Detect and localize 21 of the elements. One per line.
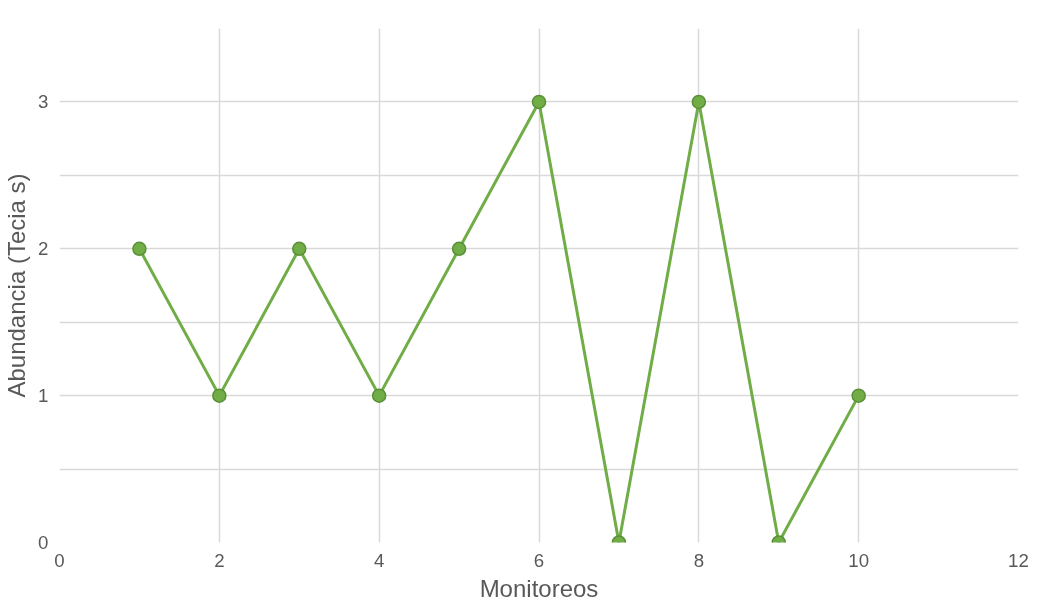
x-axis-title: Monitoreos — [479, 574, 599, 602]
point — [451, 241, 467, 257]
y-tick-label: 2 — [38, 238, 49, 260]
point — [531, 94, 547, 110]
x-tick-label: 12 — [1008, 549, 1029, 571]
point — [371, 388, 387, 403]
y-tick-label: 1 — [38, 385, 49, 407]
x-tick-label: 0 — [54, 549, 65, 571]
y-tick-label: 0 — [38, 532, 49, 553]
point — [132, 241, 147, 257]
x-tick-label: 4 — [373, 549, 385, 571]
x-tick-label: 2 — [214, 549, 225, 571]
y-tick-label: 3 — [38, 91, 49, 113]
point — [212, 388, 227, 403]
x-tick-label: 10 — [848, 549, 870, 571]
point — [691, 94, 707, 110]
point — [292, 241, 307, 257]
x-tick-label: 6 — [533, 549, 545, 571]
x-tick-label: 8 — [693, 549, 705, 571]
y-axis-title: Abundancia (Tecia s) — [3, 173, 31, 398]
point — [851, 388, 866, 403]
